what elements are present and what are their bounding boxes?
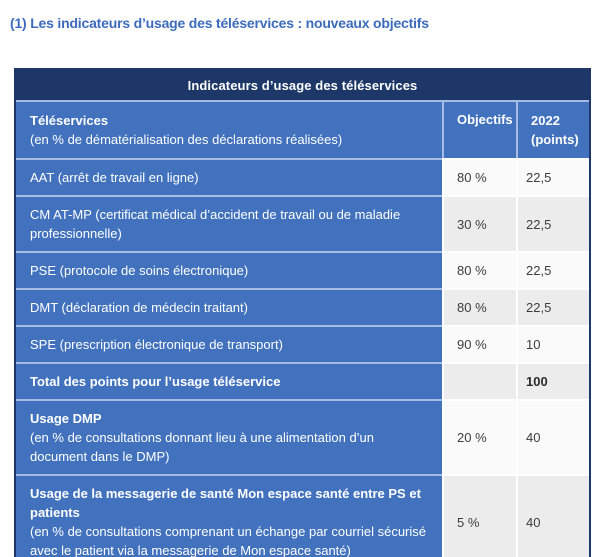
table-row-pse: PSE (protocole de soins électronique) 80… — [16, 251, 589, 288]
row-objectif: 80 % — [442, 158, 516, 195]
page-title: (1) Les indicateurs d’usage des téléserv… — [10, 15, 429, 31]
row-label-bold: Usage de la messagerie de santé Mon espa… — [30, 486, 421, 520]
row-label: AAT (arrêt de travail en ligne) — [16, 158, 442, 195]
row-label: Usage de la messagerie de santé Mon espa… — [16, 474, 442, 557]
header-teleservices: Téléservices (en % de dématérialisation … — [16, 102, 442, 158]
table-row-aat: AAT (arrêt de travail en ligne) 80 % 22,… — [16, 158, 589, 195]
row-label: PSE (protocole de soins électronique) — [16, 251, 442, 288]
header-points: (points) — [531, 132, 579, 147]
row-label-text: DMT (déclaration de médecin traitant) — [30, 300, 248, 315]
row-label: CM AT-MP (certificat médical d’accident … — [16, 195, 442, 251]
row-objectif: 30 % — [442, 195, 516, 251]
row-label: SPE (prescription électronique de transp… — [16, 325, 442, 362]
row-points: 40 — [516, 399, 589, 474]
header-teleservices-bold: Téléservices — [30, 113, 109, 128]
row-label: Usage DMP (en % de consultations donnant… — [16, 399, 442, 474]
row-label-text: (en % de consultations comprenant un éch… — [30, 524, 427, 557]
table-caption: Indicateurs d’usage des téléservices — [16, 70, 589, 100]
row-points: 22,5 — [516, 158, 589, 195]
row-objectif: 80 % — [442, 251, 516, 288]
row-objectif — [442, 362, 516, 399]
row-label-bold: Total des points pour l’usage téléservic… — [30, 374, 281, 389]
row-points: 40 — [516, 474, 589, 557]
row-label-text: CM AT-MP (certificat médical d’accident … — [30, 207, 401, 241]
header-2022-points: 2022 (points) — [516, 102, 589, 158]
table-body: AAT (arrêt de travail en ligne) 80 % 22,… — [16, 158, 589, 557]
row-objectif: 5 % — [442, 474, 516, 557]
row-points: 100 — [516, 362, 589, 399]
table-row-messagerie: Usage de la messagerie de santé Mon espa… — [16, 474, 589, 557]
table-row-spe: SPE (prescription électronique de transp… — [16, 325, 589, 362]
row-points: 10 — [516, 325, 589, 362]
row-label-bold: Usage DMP — [30, 411, 102, 426]
header-2022: 2022 — [531, 113, 560, 128]
table-header-row: Téléservices (en % de dématérialisation … — [16, 100, 589, 158]
row-points: 22,5 — [516, 288, 589, 325]
row-objectif: 20 % — [442, 399, 516, 474]
table-row-cm-atmp: CM AT-MP (certificat médical d’accident … — [16, 195, 589, 251]
row-label-text: (en % de consultations donnant lieu à un… — [30, 430, 375, 464]
table-row-dmt: DMT (déclaration de médecin traitant) 80… — [16, 288, 589, 325]
row-label-text: AAT (arrêt de travail en ligne) — [30, 170, 199, 185]
row-label-text: SPE (prescription électronique de transp… — [30, 337, 283, 352]
row-label-text: PSE (protocole de soins électronique) — [30, 263, 249, 278]
table-row-total: Total des points pour l’usage téléservic… — [16, 362, 589, 399]
teleservices-table: Indicateurs d’usage des téléservices Tél… — [14, 68, 591, 557]
row-points: 22,5 — [516, 251, 589, 288]
row-points: 22,5 — [516, 195, 589, 251]
table-row-usage-dmp: Usage DMP (en % de consultations donnant… — [16, 399, 589, 474]
row-objectif: 90 % — [442, 325, 516, 362]
row-label: DMT (déclaration de médecin traitant) — [16, 288, 442, 325]
row-label: Total des points pour l’usage téléservic… — [16, 362, 442, 399]
row-objectif: 80 % — [442, 288, 516, 325]
header-teleservices-sub: (en % de dématérialisation des déclarati… — [30, 132, 343, 147]
header-objectifs: Objectifs — [442, 102, 516, 158]
